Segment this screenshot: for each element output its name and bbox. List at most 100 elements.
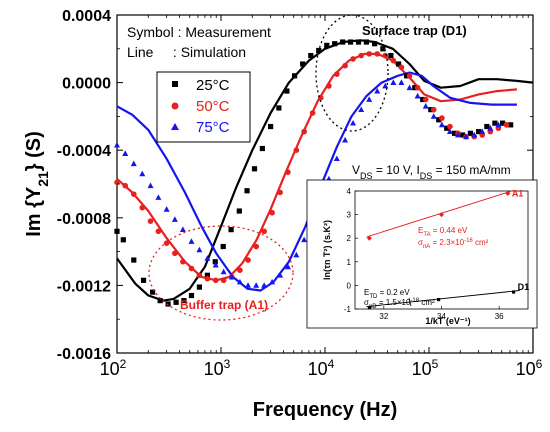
legend-marker-75c <box>171 123 179 130</box>
data-point-25-c <box>131 257 137 263</box>
simulation-line-50-c <box>116 52 517 282</box>
data-point-25-c <box>212 259 218 265</box>
data-point-25-c <box>428 107 434 113</box>
data-point-25-c <box>259 145 265 152</box>
data-point-75-c <box>236 278 243 285</box>
data-point-25-c <box>476 129 482 135</box>
data-point-25-c <box>340 39 346 45</box>
data-point-75-c <box>414 92 421 99</box>
data-point-75-c <box>179 226 186 233</box>
data-point-25-c <box>181 298 187 304</box>
data-point-75-c <box>430 113 437 119</box>
data-point-25-c <box>236 208 242 214</box>
y-tick-label: 0.0000 <box>62 76 111 93</box>
data-point-50-c <box>503 122 510 128</box>
data-point-25-c <box>220 243 226 250</box>
data-point-50-c <box>155 228 162 235</box>
data-point-50-c <box>245 257 251 263</box>
data-point-50-c <box>439 115 445 121</box>
data-point-75-c <box>422 103 429 109</box>
data-point-75-c <box>406 84 413 91</box>
data-point-25-c <box>444 125 450 131</box>
data-point-75-c <box>487 125 494 131</box>
data-point-25-c <box>412 85 418 91</box>
legend-symbol-text: Symbol : Measurement <box>127 24 271 40</box>
legend-marker-25c <box>172 81 178 87</box>
data-point-75-c <box>301 236 308 243</box>
data-point-50-c <box>342 62 348 69</box>
data-point-25-c <box>140 277 147 283</box>
surface-trap-ellipse <box>315 14 389 132</box>
data-point-25-c <box>363 39 369 45</box>
x-axis-title: Frequency (Hz) <box>253 399 397 421</box>
data-point-25-c <box>196 284 203 290</box>
data-point-50-c <box>406 73 413 79</box>
data-point-75-c <box>171 216 178 222</box>
data-point-25-c <box>404 73 410 79</box>
sigma-a-text: σnA = 2.3×10-16 cm² <box>418 238 489 250</box>
data-point-50-c <box>253 243 259 250</box>
data-point-75-c <box>284 263 291 270</box>
data-point-25-c <box>395 61 402 67</box>
legend-label-25c: 25°C <box>196 77 230 94</box>
data-point-50-c <box>382 52 389 59</box>
data-point-50-c <box>269 209 275 216</box>
inset-y-tick-label: 1 <box>347 258 352 267</box>
data-point-75-c <box>245 282 252 288</box>
data-point-75-c <box>293 251 300 258</box>
data-point-25-c <box>157 298 163 304</box>
data-point-25-c <box>251 166 258 172</box>
data-point-75-c <box>220 268 227 275</box>
data-point-75-c <box>277 272 284 278</box>
data-point-25-c <box>332 41 338 47</box>
data-point-75-c <box>358 106 365 113</box>
legend-label-50c: 50°C <box>196 98 230 115</box>
data-point-75-c <box>139 170 146 177</box>
data-point-25-c <box>355 39 362 45</box>
data-point-50-c <box>309 110 316 116</box>
inset-point-a1 <box>505 190 511 196</box>
data-point-75-c <box>196 246 203 253</box>
data-point-75-c <box>163 206 170 212</box>
data-point-50-c <box>358 52 365 59</box>
bias-condition-text: VDS = 10 V, IDS = 150 mA/mm <box>352 163 511 181</box>
data-point-75-c <box>130 160 137 167</box>
data-point-75-c <box>382 82 389 89</box>
inset-x-tick-label: 34 <box>437 312 446 321</box>
data-point-50-c <box>163 240 170 246</box>
inset-point-d1 <box>437 297 441 302</box>
data-point-25-c <box>188 292 195 299</box>
inset-series-label-d1: D1 <box>518 282 530 292</box>
legend-label-75c: 75°C <box>196 119 230 136</box>
data-point-75-c <box>114 141 120 148</box>
inset-y-axis-title: ln(τn T²) (s.K²) <box>322 220 332 280</box>
data-point-50-c <box>390 57 397 64</box>
data-point-25-c <box>436 117 442 123</box>
inset-plot-area <box>354 190 529 310</box>
data-point-25-c <box>499 120 506 126</box>
data-point-75-c <box>122 150 129 156</box>
data-point-25-c <box>484 123 490 130</box>
x-tick-label: 106 <box>516 357 543 379</box>
data-point-75-c <box>212 261 219 268</box>
data-point-25-c <box>508 122 514 128</box>
ed-text: ETD = 0.2 eV <box>364 288 410 300</box>
data-point-50-c <box>350 56 356 62</box>
data-point-25-c <box>150 289 156 295</box>
data-point-50-c <box>422 96 429 103</box>
sigma-d-text: σnD = 1.5×10-18 cm² <box>364 298 435 310</box>
inset-point-a1 <box>439 212 444 218</box>
data-point-75-c <box>155 194 162 200</box>
y-tick-label: -0.0004 <box>57 143 111 160</box>
fit-line-d1 <box>366 290 520 308</box>
data-point-25-c <box>291 73 298 79</box>
series-legend: 25°C 50°C 75°C <box>156 71 251 143</box>
data-point-50-c <box>285 169 291 175</box>
data-point-75-c <box>333 155 340 162</box>
legend-marker-50c <box>171 102 179 110</box>
main-axes: 102 103 104 105 1060.00040.0000-0.0004-0.000… <box>57 8 543 379</box>
